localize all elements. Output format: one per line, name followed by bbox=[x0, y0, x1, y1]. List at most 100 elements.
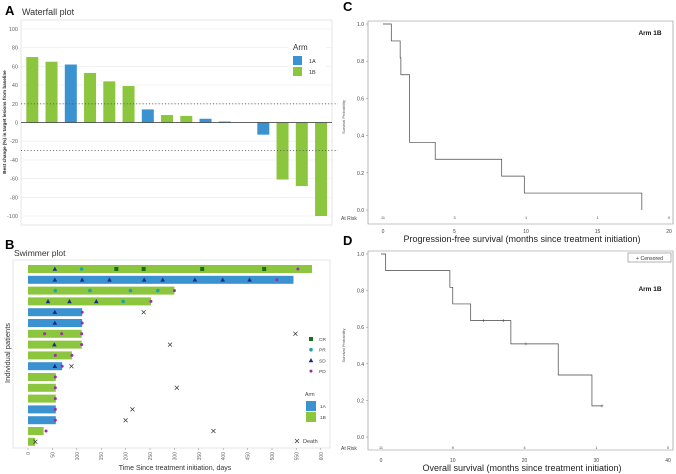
pd-marker bbox=[149, 299, 153, 303]
sd-marker bbox=[160, 277, 165, 282]
waterfall-title: Waterfall plot bbox=[22, 7, 75, 17]
pr-marker bbox=[121, 299, 125, 304]
y-tick-label: -20 bbox=[10, 139, 18, 145]
pd-marker bbox=[53, 407, 57, 411]
death-marker bbox=[130, 407, 135, 412]
patient-bar bbox=[28, 329, 82, 338]
x-tick-label: 300 bbox=[172, 452, 178, 461]
at-risk-count: 0 bbox=[667, 446, 669, 450]
y-tick-label: 0.2 bbox=[357, 398, 364, 404]
sd-marker bbox=[94, 299, 99, 304]
censor-mark bbox=[502, 319, 506, 323]
km-x-label: Progression-free survival (months since … bbox=[403, 234, 640, 244]
legend-label: PR bbox=[319, 348, 326, 354]
pd-marker bbox=[60, 332, 64, 336]
legend-label-death: Death bbox=[303, 439, 318, 445]
panel-letter-c: C bbox=[343, 0, 353, 14]
at-risk-count: 0 bbox=[668, 216, 670, 220]
patient-bar bbox=[28, 351, 72, 360]
at-risk-count: 4 bbox=[523, 446, 525, 450]
patient-bar bbox=[28, 275, 294, 284]
x-tick-label: 500 bbox=[270, 452, 276, 461]
at-risk-count: 11 bbox=[381, 216, 385, 220]
waterfall-bar bbox=[64, 64, 77, 123]
patient-bar bbox=[28, 394, 56, 403]
x-tick-label: 350 bbox=[197, 452, 203, 461]
pd-marker bbox=[53, 353, 57, 357]
pd-marker bbox=[296, 267, 300, 271]
waterfall-bar bbox=[161, 115, 174, 123]
at-risk-count: 1 bbox=[596, 216, 598, 220]
km-y-label: Survival Probability bbox=[341, 100, 346, 134]
pd-marker bbox=[80, 321, 84, 325]
y-tick-label: 0 bbox=[15, 121, 18, 127]
censored-legend-box bbox=[627, 252, 672, 263]
sd-marker bbox=[141, 277, 147, 282]
waterfall-bar bbox=[103, 81, 116, 123]
at-risk-label: At Risk bbox=[341, 216, 357, 222]
death-marker bbox=[33, 439, 38, 445]
patient-bar bbox=[28, 427, 44, 435]
y-tick-label: -40 bbox=[10, 158, 18, 164]
at-risk-count: 3 bbox=[453, 216, 455, 220]
survival-curve bbox=[383, 23, 643, 210]
x-tick-label: 10 bbox=[523, 229, 529, 235]
legend-title: Arm bbox=[293, 43, 308, 52]
legend-title: Arm bbox=[305, 392, 315, 398]
pd-marker bbox=[80, 332, 84, 336]
pr-marker bbox=[156, 288, 160, 293]
y-tick-label: 0.4 bbox=[357, 134, 364, 140]
waterfall-bar bbox=[315, 122, 328, 216]
sd-marker bbox=[79, 277, 85, 282]
x-tick-label: 10 bbox=[450, 458, 456, 464]
legend-label: 1B bbox=[309, 70, 316, 76]
censor-mark bbox=[600, 404, 604, 408]
death-marker bbox=[123, 417, 128, 423]
y-tick-label: 40 bbox=[12, 83, 18, 89]
waterfall-bar bbox=[84, 72, 97, 123]
death-marker bbox=[69, 363, 74, 369]
x-tick-label: 0 bbox=[26, 452, 32, 455]
patient-bar bbox=[28, 265, 313, 273]
censor-mark bbox=[524, 342, 528, 346]
at-risk-count: 1 bbox=[525, 216, 527, 220]
pd-marker bbox=[275, 278, 279, 282]
death-marker bbox=[211, 428, 216, 434]
waterfall-bar bbox=[276, 122, 289, 180]
pr-marker bbox=[53, 288, 58, 293]
km-frame bbox=[367, 250, 674, 451]
y-tick-label: 20 bbox=[12, 102, 18, 108]
cr-marker bbox=[262, 267, 267, 271]
pr-marker bbox=[309, 347, 313, 352]
y-tick-label: 1.0 bbox=[357, 22, 364, 28]
patient-bar bbox=[28, 373, 56, 381]
y-tick-label: 0.0 bbox=[357, 208, 364, 214]
sd-marker bbox=[52, 266, 58, 271]
death-marker bbox=[167, 342, 173, 347]
waterfall-bar bbox=[218, 121, 231, 123]
y-tick-label: -60 bbox=[10, 177, 18, 183]
at-risk-count: 1 bbox=[595, 446, 597, 450]
sd-marker bbox=[107, 277, 112, 282]
y-tick-label: 0.6 bbox=[357, 96, 364, 102]
waterfall-bar bbox=[180, 115, 193, 123]
x-tick-label: 250 bbox=[148, 452, 154, 461]
pr-marker bbox=[128, 288, 133, 293]
arm-label: Arm 1B bbox=[638, 30, 661, 37]
patient-bar bbox=[28, 437, 36, 446]
pd-marker bbox=[44, 429, 48, 433]
sd-marker bbox=[45, 299, 51, 304]
legend-label: PD bbox=[319, 369, 326, 375]
y-tick-label: 1.0 bbox=[357, 252, 364, 258]
pd-marker bbox=[80, 343, 84, 347]
km-y-label: Survival Probability bbox=[341, 328, 346, 362]
cr-marker bbox=[114, 267, 119, 271]
pd-marker bbox=[172, 289, 176, 293]
patient-bar bbox=[28, 297, 151, 306]
at-risk-count: 9 bbox=[452, 446, 454, 450]
waterfall-bar bbox=[141, 109, 154, 123]
legend-label: 1A bbox=[320, 404, 327, 410]
sd-marker bbox=[52, 309, 58, 314]
